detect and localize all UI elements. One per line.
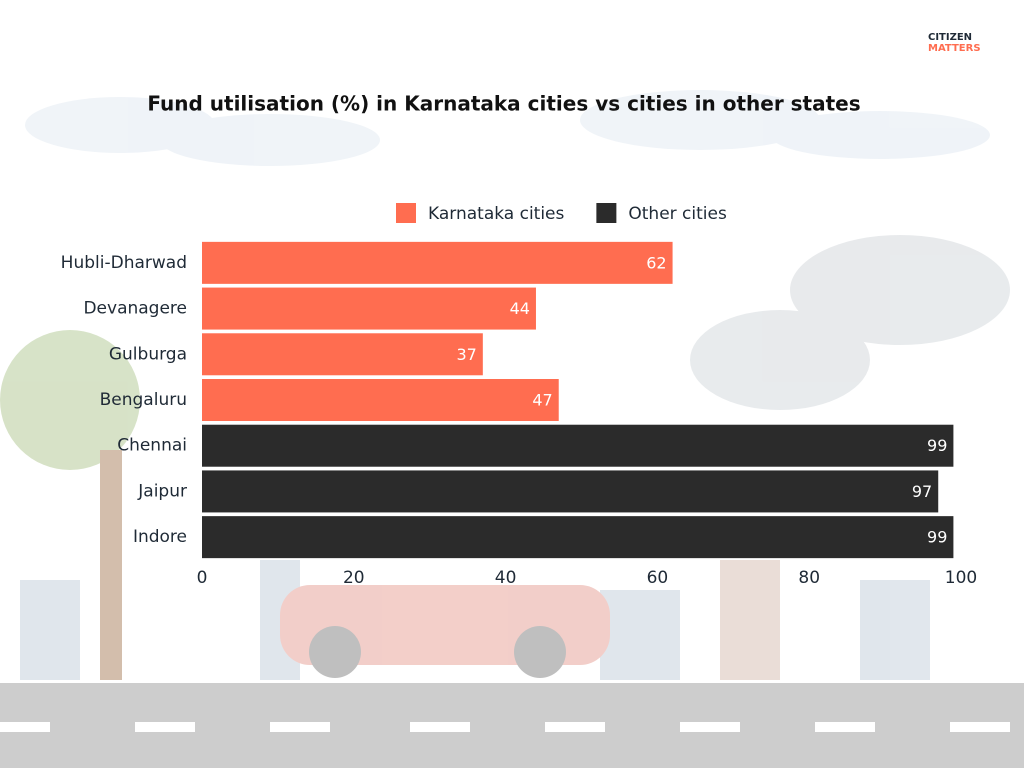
- x-tick-label: 20: [343, 568, 365, 588]
- data-label: 99: [927, 528, 947, 547]
- y-tick-label: Hubli-Dharwad: [61, 253, 187, 273]
- x-tick-label: 80: [798, 568, 820, 588]
- bar: [202, 333, 483, 376]
- y-tick-label: Jaipur: [137, 481, 187, 501]
- bar: [202, 516, 954, 559]
- legend-swatch: [596, 203, 617, 223]
- data-label: 62: [646, 253, 666, 272]
- data-label: 97: [912, 482, 932, 501]
- legend-swatch: [396, 203, 416, 223]
- chart-title: Fund utilisation (%) in Karnataka cities…: [147, 92, 860, 116]
- y-tick-label: Chennai: [117, 436, 187, 456]
- brand-line-2: MATTERS: [928, 43, 981, 54]
- data-label: 37: [456, 345, 476, 364]
- bar: [202, 241, 673, 284]
- data-label: 44: [510, 299, 530, 318]
- x-tick-label: 60: [647, 568, 669, 588]
- x-tick-label: 40: [495, 568, 517, 588]
- y-tick-label: Gulburga: [109, 344, 187, 364]
- x-tick-label: 100: [945, 568, 977, 588]
- y-tick-label: Indore: [133, 527, 187, 547]
- y-tick-label: Devanagere: [83, 299, 187, 319]
- legend-label: Other cities: [628, 204, 727, 224]
- road-markings: [0, 722, 1010, 732]
- x-tick-label: 0: [197, 568, 208, 588]
- data-label: 47: [532, 391, 552, 410]
- data-label: 99: [927, 436, 947, 455]
- legend-label: Karnataka cities: [428, 204, 565, 224]
- bar: [202, 379, 559, 421]
- brand-line-1: CITIZEN: [928, 32, 972, 43]
- y-tick-label: Bengaluru: [100, 390, 187, 410]
- bar: [202, 287, 536, 330]
- background-scenery: [0, 90, 1010, 680]
- bar: [202, 424, 954, 467]
- bar: [202, 470, 939, 513]
